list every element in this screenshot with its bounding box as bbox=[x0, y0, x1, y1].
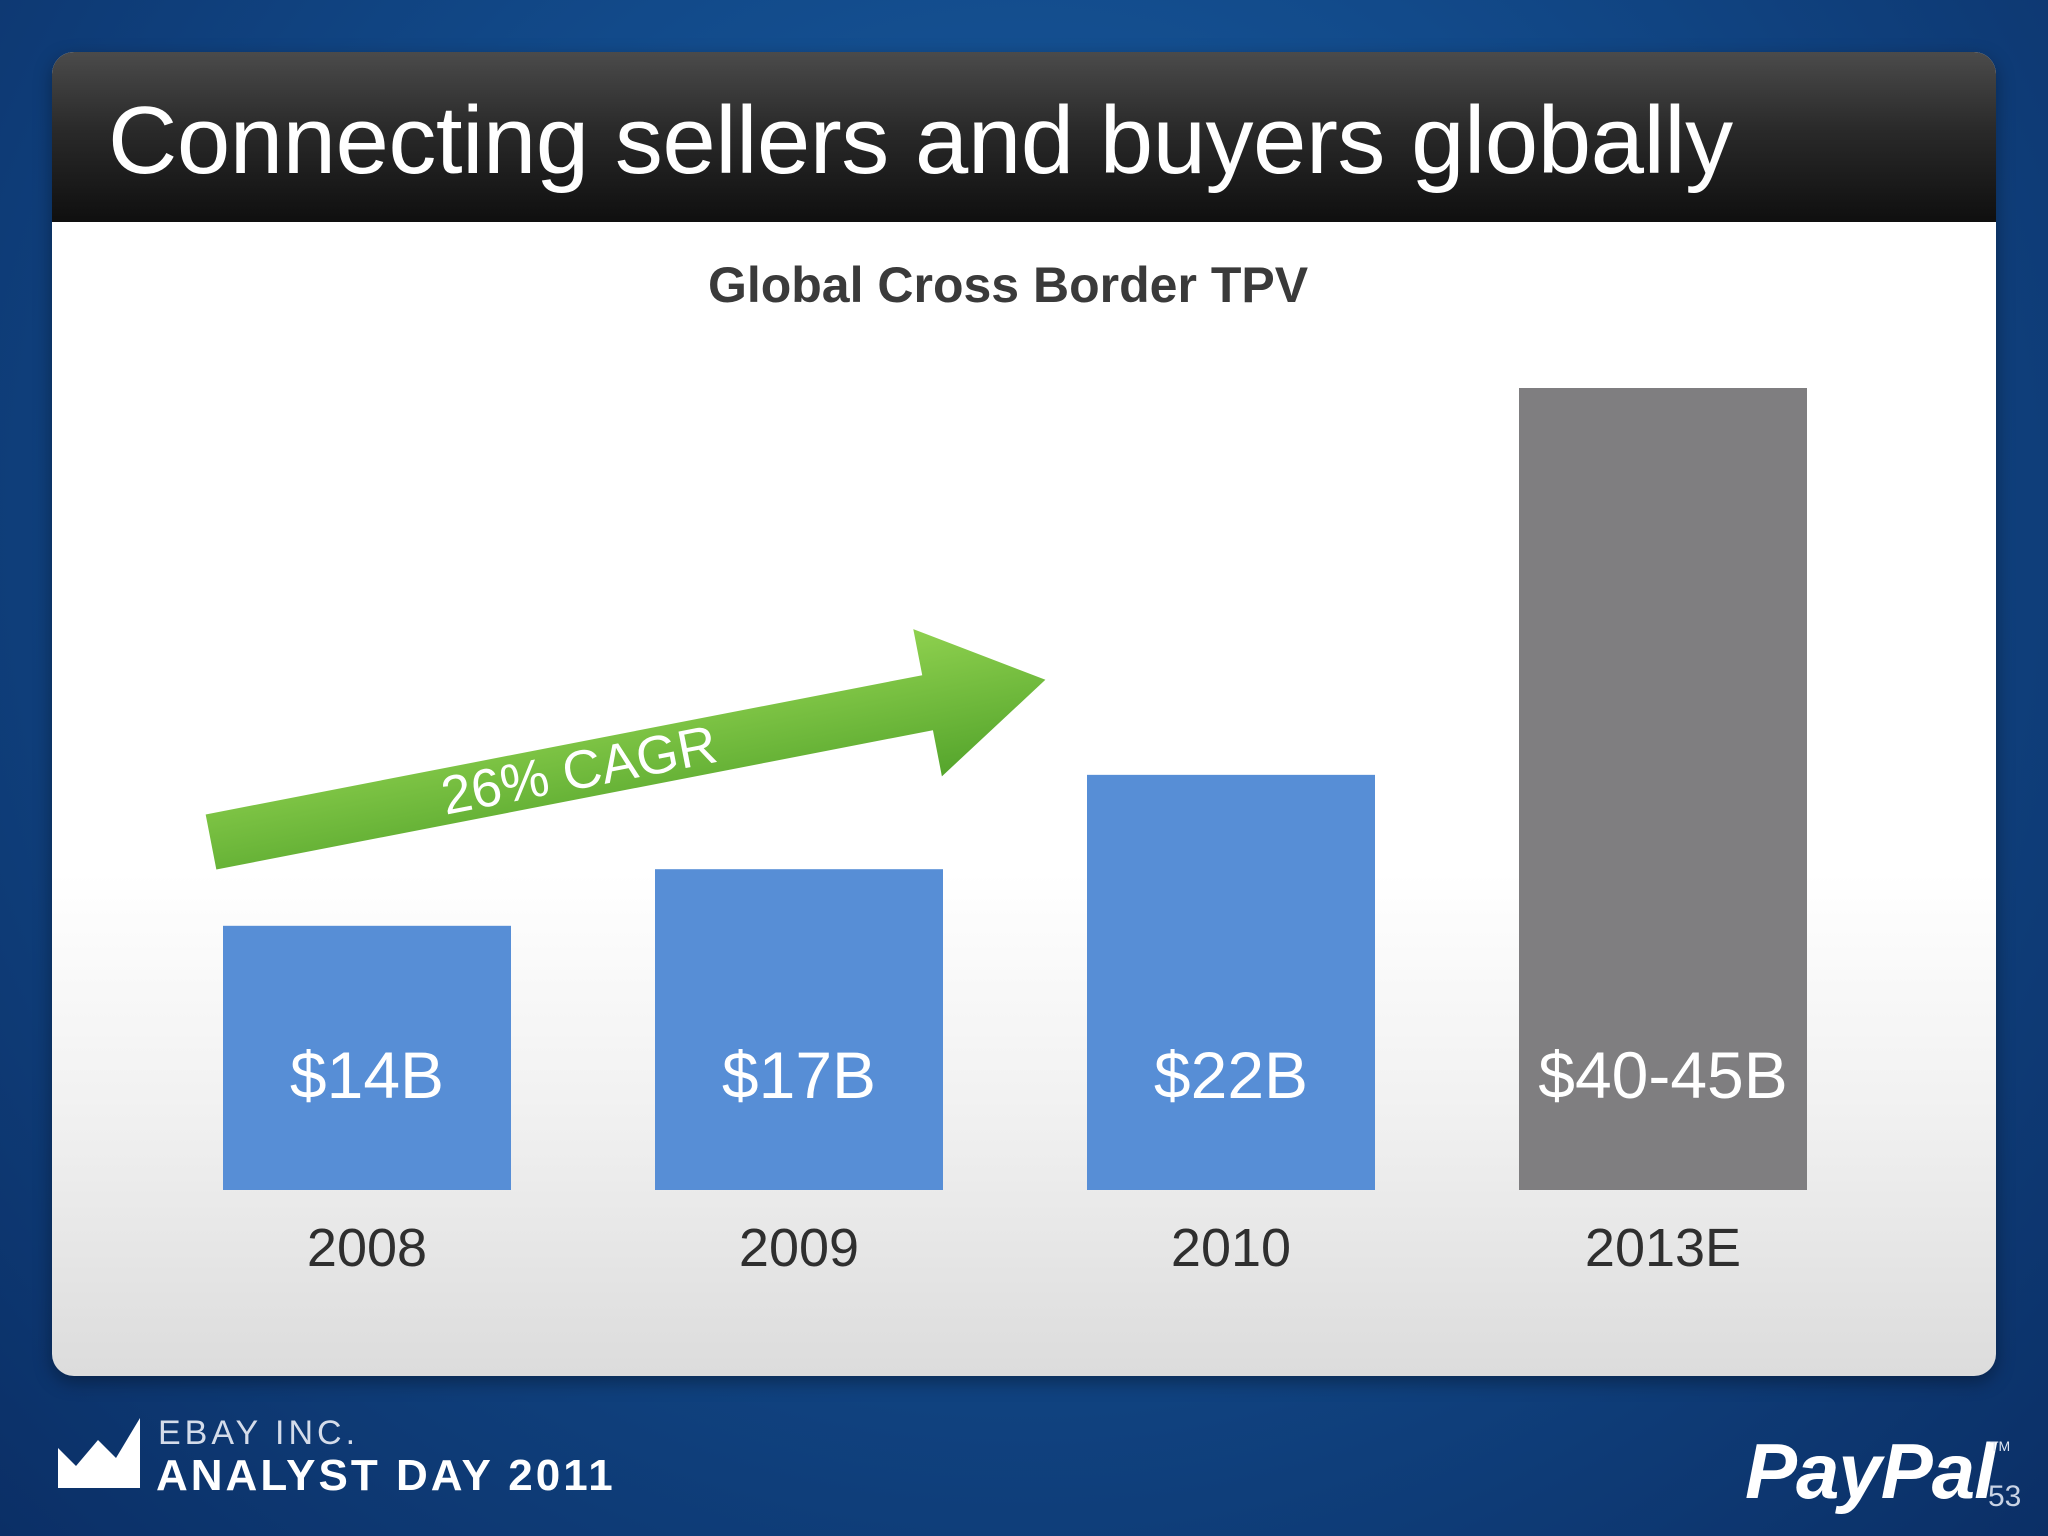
slide-card: Connecting sellers and buyers globally G… bbox=[52, 52, 1996, 1376]
footer-event: ANALYST DAY 2011 bbox=[156, 1451, 616, 1500]
paypal-logo: PayPal bbox=[1745, 1427, 1996, 1515]
chart-title: Global Cross Border TPV bbox=[708, 257, 1309, 313]
tpv-bar-chart: Global Cross Border TPV $14B 2008 $17B 2009… bbox=[205, 257, 1807, 1278]
bar-2008 bbox=[223, 925, 511, 1190]
bar-2010 bbox=[1087, 774, 1375, 1190]
bar-value-label: $40-45B bbox=[1538, 1038, 1788, 1112]
page-number: 53 bbox=[1988, 1480, 2022, 1513]
ebay-analyst-day-logo-icon bbox=[58, 1418, 140, 1488]
category-label: 2010 bbox=[1171, 1218, 1291, 1278]
category-label: 2008 bbox=[307, 1218, 427, 1278]
slide-title: Connecting sellers and buyers globally bbox=[108, 87, 1733, 194]
title-bar: Connecting sellers and buyers globally bbox=[52, 52, 1996, 222]
bars-layer: $14B 2008 $17B 2009 $22B 2010 $40-45B 2013E bbox=[223, 388, 1807, 1278]
cagr-arrow-shape bbox=[205, 629, 1046, 870]
cagr-label: 26% CAGR bbox=[436, 714, 721, 826]
bar-value-label: $14B bbox=[290, 1038, 444, 1112]
bar-value-label: $22B bbox=[1154, 1038, 1308, 1112]
footer-company: EBAY INC. bbox=[158, 1414, 360, 1452]
trademark-mark: TM bbox=[1990, 1438, 2011, 1454]
bar-2009 bbox=[655, 869, 943, 1190]
bar-value-label: $17B bbox=[722, 1038, 876, 1112]
bar-2013E bbox=[1519, 388, 1807, 1190]
category-label: 2009 bbox=[739, 1218, 859, 1278]
category-label: 2013E bbox=[1585, 1218, 1741, 1278]
